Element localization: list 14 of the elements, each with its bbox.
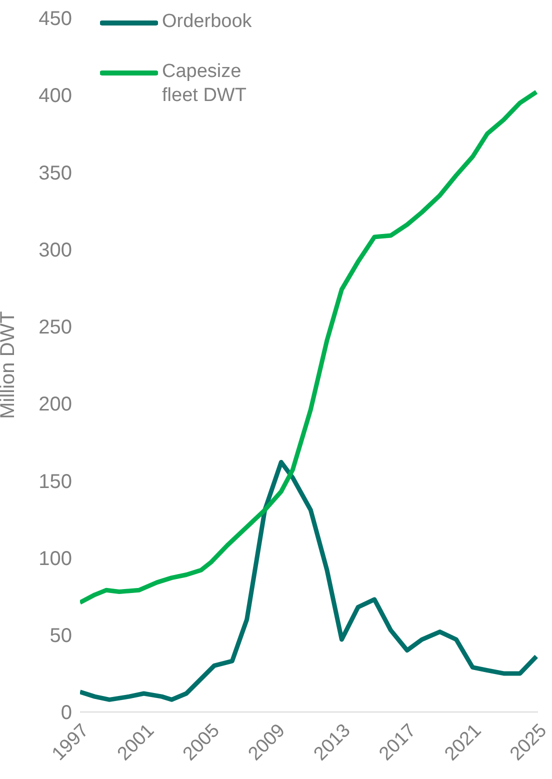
y-tick-label: 150	[38, 470, 72, 493]
legend-label: Capesize fleet DWT	[162, 60, 248, 108]
y-tick-label: 250	[38, 316, 72, 339]
y-tick-label: 400	[38, 85, 72, 108]
y-tick-label: 350	[38, 162, 72, 184]
legend-label: Orderbook	[162, 10, 252, 34]
y-tick-label: 100	[38, 548, 72, 570]
y-tick-label: 50	[50, 624, 72, 647]
line-series	[80, 460, 538, 702]
y-tick-label: 300	[38, 239, 72, 262]
y-tick-label: 200	[38, 394, 72, 416]
y-tick-label: 0	[60, 702, 72, 724]
y-tick-label: 450	[38, 8, 72, 30]
y-axis-title: Million DWT	[0, 311, 20, 419]
